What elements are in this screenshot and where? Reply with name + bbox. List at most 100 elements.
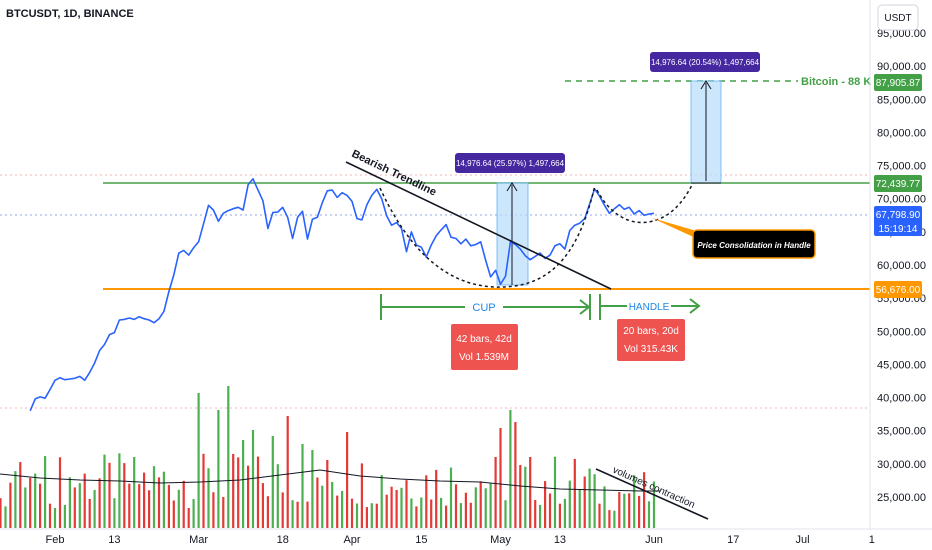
x-tick-label: Jul bbox=[795, 534, 809, 546]
price-line bbox=[29, 178, 655, 412]
volume-bar bbox=[647, 501, 651, 528]
volume-bar bbox=[509, 410, 512, 528]
bitcoin-target-label: Bitcoin - 88 K bbox=[801, 76, 871, 88]
volume-bar bbox=[430, 499, 433, 528]
cup-stats-box bbox=[451, 324, 518, 370]
volume-bar bbox=[177, 489, 180, 528]
grid bbox=[0, 174, 870, 409]
volume-bar bbox=[529, 457, 532, 528]
x-tick-label: 13 bbox=[108, 534, 120, 546]
volume-bar bbox=[539, 504, 542, 528]
volume-bar bbox=[103, 454, 106, 528]
volume-bar bbox=[98, 478, 101, 528]
volume-bar bbox=[355, 503, 359, 528]
volume-bar bbox=[108, 462, 111, 528]
volume-bar bbox=[618, 492, 621, 528]
x-tick-label: Jun bbox=[645, 534, 663, 546]
volume-bar bbox=[603, 486, 606, 528]
volume-bar bbox=[197, 393, 200, 528]
target-measure-arrowhead bbox=[700, 80, 712, 90]
handle-stats-box bbox=[617, 319, 685, 361]
support-price-badge-text: 56,676.00 bbox=[876, 285, 921, 296]
volume-bar bbox=[73, 487, 76, 528]
volume-bar bbox=[187, 508, 190, 528]
volume-bar bbox=[266, 496, 269, 528]
y-tick-label: 35,000.00 bbox=[877, 426, 926, 438]
volume-bar bbox=[643, 472, 646, 528]
volume-bar bbox=[222, 497, 225, 528]
volume-bar bbox=[553, 456, 557, 528]
resistance-price-badge bbox=[874, 175, 922, 192]
volume-bar bbox=[633, 475, 636, 528]
volume-layer bbox=[0, 386, 656, 528]
volume-bar bbox=[232, 454, 235, 528]
volume-bar bbox=[291, 500, 294, 528]
volume-bar bbox=[296, 501, 299, 528]
volume-bar bbox=[123, 463, 126, 528]
volume-bar bbox=[440, 497, 443, 528]
y-tick-label: 60,000.00 bbox=[877, 260, 926, 272]
y-tick-label: 75,000.00 bbox=[877, 161, 926, 173]
volume-bar bbox=[227, 386, 230, 528]
handle-label: HANDLE bbox=[629, 302, 670, 313]
cup-range-arrow: CUP bbox=[380, 294, 591, 320]
volume-bar bbox=[172, 500, 175, 528]
countdown-badge-text: 15:19:14 bbox=[879, 224, 918, 235]
support-price-badge bbox=[874, 281, 922, 298]
volume-bar bbox=[390, 486, 393, 528]
volume-bar bbox=[143, 472, 146, 528]
currency-button-frame[interactable] bbox=[877, 4, 919, 31]
current-price-badge-text: 67,798.90 bbox=[876, 210, 921, 221]
currency-button[interactable]: USDT bbox=[877, 4, 919, 31]
volume-bar bbox=[63, 504, 66, 528]
volume-bar bbox=[365, 507, 368, 528]
volume-bar bbox=[321, 485, 324, 528]
consolidation-callout-text: Price Consolidation in Handle bbox=[697, 241, 811, 250]
volume-bar bbox=[192, 499, 195, 528]
volume-bar bbox=[88, 498, 91, 528]
volume-bar bbox=[459, 503, 462, 528]
volume-bar bbox=[271, 436, 274, 528]
volume-bar bbox=[524, 466, 527, 528]
volume-bar bbox=[405, 480, 408, 528]
handle-label-bg bbox=[627, 298, 671, 314]
consolidation-callout-box bbox=[692, 229, 816, 259]
volume-bar bbox=[449, 467, 453, 528]
consolidation-pointer bbox=[652, 218, 700, 240]
volume-bar bbox=[217, 410, 220, 528]
cup-label-bg bbox=[465, 299, 503, 315]
volume-bar bbox=[464, 492, 467, 528]
volume-bar bbox=[4, 506, 7, 528]
volume-bar bbox=[380, 475, 383, 528]
cup-measure-label: 14,976.64 (25.97%) 1,497,664 bbox=[456, 159, 565, 168]
volume-bar bbox=[48, 503, 52, 528]
cup-label: CUP bbox=[472, 302, 495, 314]
volume-bar bbox=[628, 493, 631, 528]
cup-curve bbox=[379, 184, 596, 288]
y-tick-label: 30,000.00 bbox=[877, 459, 926, 471]
volume-bar bbox=[435, 469, 438, 528]
cup-stats-line1: 42 bars, 42d bbox=[456, 334, 512, 345]
volume-bar bbox=[395, 490, 398, 528]
volume-bar bbox=[370, 503, 373, 528]
volume-bar bbox=[0, 498, 2, 528]
bearish-trendline bbox=[345, 161, 612, 290]
volume-bar bbox=[563, 498, 566, 528]
volume-bar bbox=[519, 465, 522, 528]
volume-bar bbox=[350, 498, 354, 528]
volume-bar bbox=[148, 490, 151, 528]
volume-bar bbox=[29, 477, 32, 528]
volume-bar bbox=[652, 481, 656, 528]
cup-stats-line2: Vol 1.539M bbox=[459, 352, 509, 363]
volume-bar bbox=[613, 510, 616, 528]
volume-bar bbox=[316, 477, 319, 528]
volume-bar bbox=[306, 501, 309, 528]
volume-bar bbox=[400, 487, 403, 528]
handle-range-arrow: HANDLE bbox=[599, 294, 701, 320]
currency-button-label[interactable]: USDT bbox=[884, 13, 911, 24]
x-tick-label: 18 bbox=[277, 534, 289, 546]
x-tick-label: 17 bbox=[727, 534, 739, 546]
volume-bar bbox=[261, 483, 264, 528]
